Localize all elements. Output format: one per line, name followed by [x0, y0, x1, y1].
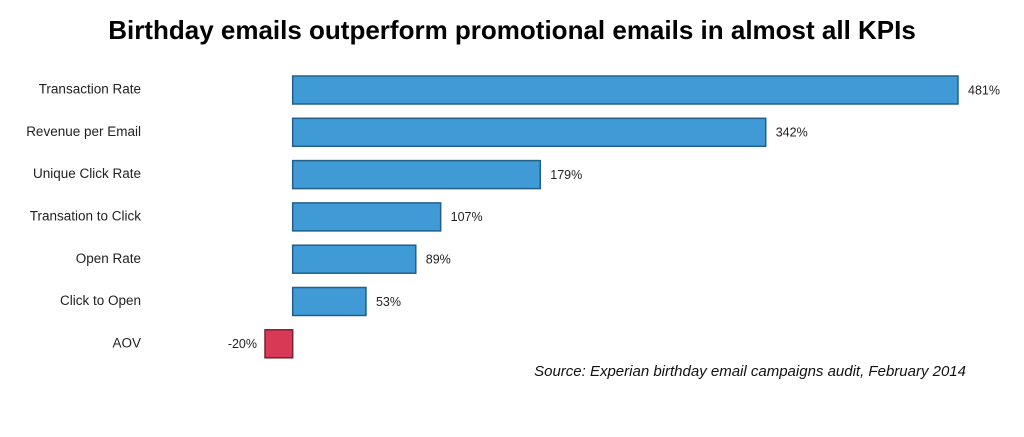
category-label: AOV [112, 335, 141, 350]
bar [291, 75, 959, 105]
value-label: 481% [968, 83, 1000, 97]
value-label: 89% [426, 252, 451, 266]
value-label: 342% [776, 126, 808, 140]
bar [291, 159, 542, 190]
value-label: -20% [228, 337, 257, 351]
category-label: Transation to Click [30, 208, 142, 223]
category-label: Unique Click Rate [33, 166, 141, 181]
value-label: 53% [376, 295, 401, 309]
bar [291, 202, 442, 232]
bar [291, 117, 767, 148]
source-note: Source: Experian birthday email campaign… [534, 363, 966, 380]
chart-title: Birthday emails outperform promotional e… [108, 15, 916, 45]
category-label: Revenue per Email [26, 124, 141, 139]
bar [291, 286, 367, 317]
value-label: 179% [550, 168, 582, 182]
category-label: Open Rate [76, 251, 141, 266]
category-label: Transaction Rate [39, 82, 141, 97]
category-label: Click to Open [60, 293, 141, 308]
bar [264, 329, 294, 359]
bar [291, 244, 417, 274]
value-label: 107% [451, 210, 483, 224]
